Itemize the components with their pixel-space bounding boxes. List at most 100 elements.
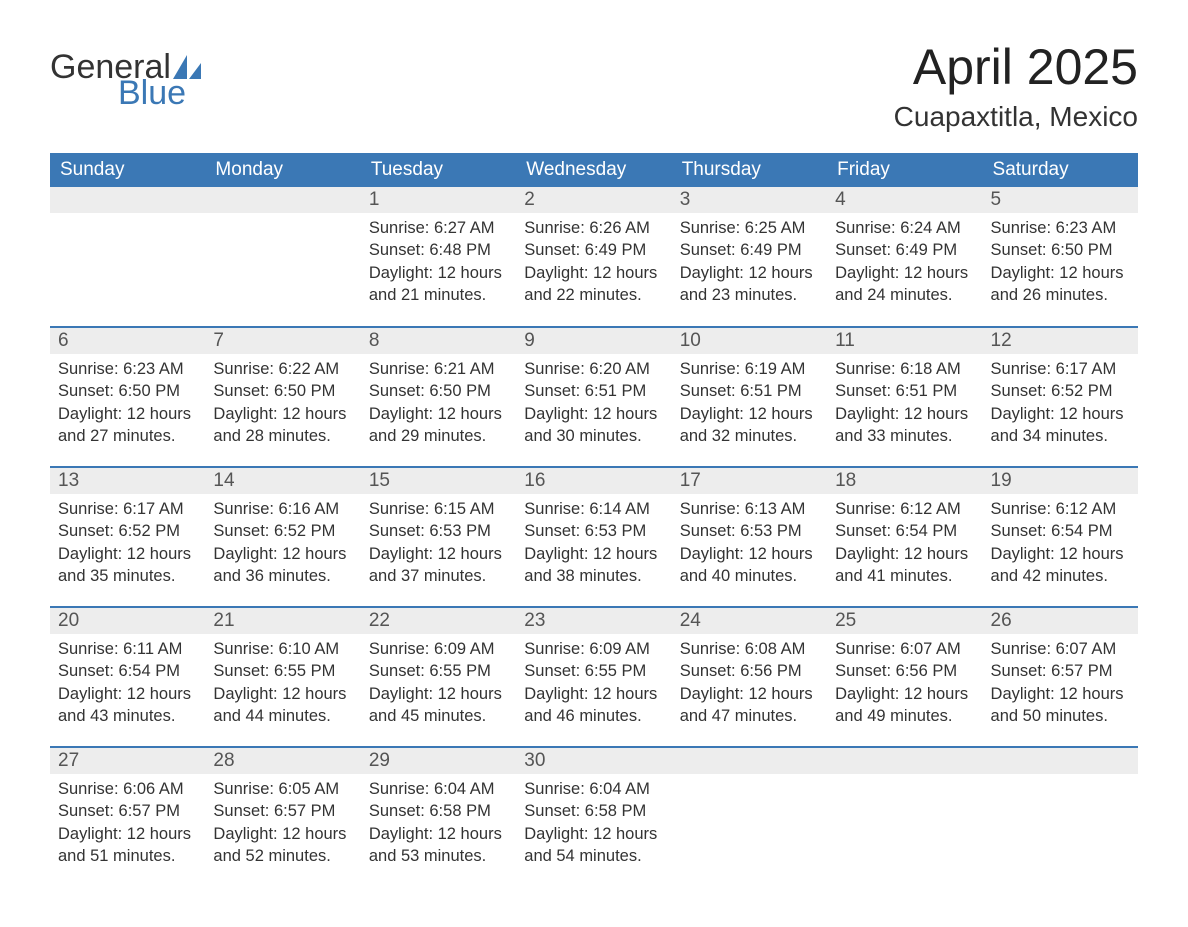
daylight-line: Daylight: 12 hours and 38 minutes.: [524, 543, 663, 588]
day-body: Sunrise: 6:23 AMSunset: 6:50 PMDaylight:…: [983, 213, 1138, 318]
calendar-week-row: 13Sunrise: 6:17 AMSunset: 6:52 PMDayligh…: [50, 467, 1138, 607]
calendar-day-cell: [827, 747, 982, 887]
day-number: 7: [205, 328, 360, 354]
sunrise-line: Sunrise: 6:04 AM: [369, 778, 508, 800]
sunset-line: Sunset: 6:57 PM: [213, 800, 352, 822]
location-label: Cuapaxtitla, Mexico: [894, 101, 1138, 133]
weekday-header: Friday: [827, 153, 982, 187]
sunrise-line: Sunrise: 6:13 AM: [680, 498, 819, 520]
calendar-day-cell: 10Sunrise: 6:19 AMSunset: 6:51 PMDayligh…: [672, 327, 827, 467]
sunrise-line: Sunrise: 6:04 AM: [524, 778, 663, 800]
day-number: 24: [672, 608, 827, 634]
calendar-day-cell: 11Sunrise: 6:18 AMSunset: 6:51 PMDayligh…: [827, 327, 982, 467]
day-body: [50, 213, 205, 229]
month-title: April 2025: [894, 40, 1138, 95]
calendar-day-cell: 26Sunrise: 6:07 AMSunset: 6:57 PMDayligh…: [983, 607, 1138, 747]
calendar-day-cell: 1Sunrise: 6:27 AMSunset: 6:48 PMDaylight…: [361, 187, 516, 327]
sunset-line: Sunset: 6:54 PM: [991, 520, 1130, 542]
daylight-line: Daylight: 12 hours and 41 minutes.: [835, 543, 974, 588]
day-body: Sunrise: 6:27 AMSunset: 6:48 PMDaylight:…: [361, 213, 516, 318]
sunrise-line: Sunrise: 6:09 AM: [369, 638, 508, 660]
day-number: 3: [672, 187, 827, 213]
daylight-line: Daylight: 12 hours and 35 minutes.: [58, 543, 197, 588]
sunrise-line: Sunrise: 6:22 AM: [213, 358, 352, 380]
day-body: Sunrise: 6:09 AMSunset: 6:55 PMDaylight:…: [516, 634, 671, 739]
sunrise-line: Sunrise: 6:25 AM: [680, 217, 819, 239]
calendar-day-cell: [672, 747, 827, 887]
sunset-line: Sunset: 6:58 PM: [524, 800, 663, 822]
calendar-day-cell: 14Sunrise: 6:16 AMSunset: 6:52 PMDayligh…: [205, 467, 360, 607]
sunset-line: Sunset: 6:57 PM: [58, 800, 197, 822]
day-body: Sunrise: 6:25 AMSunset: 6:49 PMDaylight:…: [672, 213, 827, 318]
calendar-day-cell: 25Sunrise: 6:07 AMSunset: 6:56 PMDayligh…: [827, 607, 982, 747]
calendar-day-cell: 2Sunrise: 6:26 AMSunset: 6:49 PMDaylight…: [516, 187, 671, 327]
day-body: Sunrise: 6:09 AMSunset: 6:55 PMDaylight:…: [361, 634, 516, 739]
sunrise-line: Sunrise: 6:17 AM: [58, 498, 197, 520]
day-body: Sunrise: 6:23 AMSunset: 6:50 PMDaylight:…: [50, 354, 205, 459]
calendar-day-cell: 4Sunrise: 6:24 AMSunset: 6:49 PMDaylight…: [827, 187, 982, 327]
sunset-line: Sunset: 6:51 PM: [680, 380, 819, 402]
sunrise-line: Sunrise: 6:11 AM: [58, 638, 197, 660]
day-number: 1: [361, 187, 516, 213]
sunset-line: Sunset: 6:48 PM: [369, 239, 508, 261]
sunrise-line: Sunrise: 6:06 AM: [58, 778, 197, 800]
day-body: Sunrise: 6:13 AMSunset: 6:53 PMDaylight:…: [672, 494, 827, 599]
day-body: Sunrise: 6:04 AMSunset: 6:58 PMDaylight:…: [361, 774, 516, 879]
day-number: 30: [516, 748, 671, 774]
day-body: Sunrise: 6:24 AMSunset: 6:49 PMDaylight:…: [827, 213, 982, 318]
day-body: Sunrise: 6:20 AMSunset: 6:51 PMDaylight:…: [516, 354, 671, 459]
day-body: [205, 213, 360, 229]
day-number: 2: [516, 187, 671, 213]
calendar-day-cell: 17Sunrise: 6:13 AMSunset: 6:53 PMDayligh…: [672, 467, 827, 607]
calendar-week-row: 6Sunrise: 6:23 AMSunset: 6:50 PMDaylight…: [50, 327, 1138, 467]
sunset-line: Sunset: 6:50 PM: [369, 380, 508, 402]
brand-logo: General Blue: [50, 40, 201, 110]
day-body: Sunrise: 6:10 AMSunset: 6:55 PMDaylight:…: [205, 634, 360, 739]
day-number: 13: [50, 468, 205, 494]
day-number: [827, 748, 982, 774]
sunset-line: Sunset: 6:57 PM: [991, 660, 1130, 682]
sunset-line: Sunset: 6:56 PM: [680, 660, 819, 682]
daylight-line: Daylight: 12 hours and 37 minutes.: [369, 543, 508, 588]
calendar-day-cell: 30Sunrise: 6:04 AMSunset: 6:58 PMDayligh…: [516, 747, 671, 887]
calendar-day-cell: 18Sunrise: 6:12 AMSunset: 6:54 PMDayligh…: [827, 467, 982, 607]
day-number: 23: [516, 608, 671, 634]
calendar-day-cell: 20Sunrise: 6:11 AMSunset: 6:54 PMDayligh…: [50, 607, 205, 747]
sunset-line: Sunset: 6:51 PM: [835, 380, 974, 402]
sunset-line: Sunset: 6:50 PM: [213, 380, 352, 402]
sunset-line: Sunset: 6:56 PM: [835, 660, 974, 682]
sunrise-line: Sunrise: 6:20 AM: [524, 358, 663, 380]
daylight-line: Daylight: 12 hours and 47 minutes.: [680, 683, 819, 728]
day-body: Sunrise: 6:15 AMSunset: 6:53 PMDaylight:…: [361, 494, 516, 599]
sunrise-line: Sunrise: 6:16 AM: [213, 498, 352, 520]
sunset-line: Sunset: 6:49 PM: [680, 239, 819, 261]
day-body: Sunrise: 6:21 AMSunset: 6:50 PMDaylight:…: [361, 354, 516, 459]
day-number: 10: [672, 328, 827, 354]
day-number: 21: [205, 608, 360, 634]
day-body: Sunrise: 6:26 AMSunset: 6:49 PMDaylight:…: [516, 213, 671, 318]
day-number: 14: [205, 468, 360, 494]
daylight-line: Daylight: 12 hours and 36 minutes.: [213, 543, 352, 588]
daylight-line: Daylight: 12 hours and 42 minutes.: [991, 543, 1130, 588]
sunrise-line: Sunrise: 6:23 AM: [58, 358, 197, 380]
sunrise-line: Sunrise: 6:09 AM: [524, 638, 663, 660]
daylight-line: Daylight: 12 hours and 23 minutes.: [680, 262, 819, 307]
sunrise-line: Sunrise: 6:26 AM: [524, 217, 663, 239]
calendar-body: 1Sunrise: 6:27 AMSunset: 6:48 PMDaylight…: [50, 187, 1138, 887]
day-number: 4: [827, 187, 982, 213]
calendar-day-cell: 5Sunrise: 6:23 AMSunset: 6:50 PMDaylight…: [983, 187, 1138, 327]
day-number: 26: [983, 608, 1138, 634]
sunset-line: Sunset: 6:50 PM: [991, 239, 1130, 261]
day-number: [50, 187, 205, 213]
daylight-line: Daylight: 12 hours and 32 minutes.: [680, 403, 819, 448]
calendar-day-cell: 15Sunrise: 6:15 AMSunset: 6:53 PMDayligh…: [361, 467, 516, 607]
sunset-line: Sunset: 6:50 PM: [58, 380, 197, 402]
day-number: 29: [361, 748, 516, 774]
daylight-line: Daylight: 12 hours and 28 minutes.: [213, 403, 352, 448]
daylight-line: Daylight: 12 hours and 50 minutes.: [991, 683, 1130, 728]
sunrise-line: Sunrise: 6:21 AM: [369, 358, 508, 380]
daylight-line: Daylight: 12 hours and 52 minutes.: [213, 823, 352, 868]
day-body: Sunrise: 6:14 AMSunset: 6:53 PMDaylight:…: [516, 494, 671, 599]
day-number: 6: [50, 328, 205, 354]
day-number: 28: [205, 748, 360, 774]
